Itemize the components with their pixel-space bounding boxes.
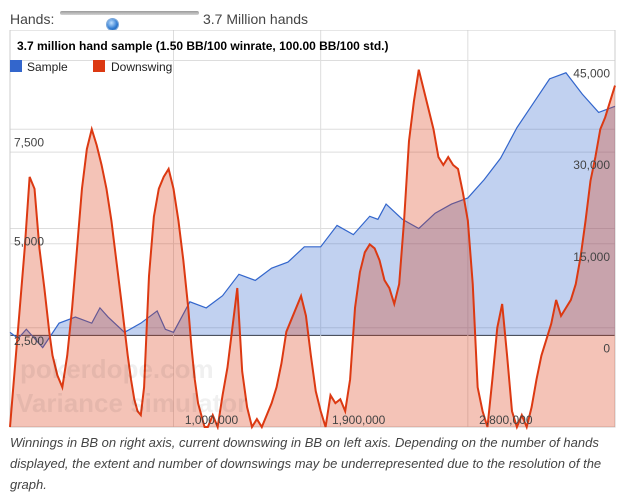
- right-tick-label: 30,000: [573, 158, 610, 172]
- chart-caption: Winnings in BB on right axis, current do…: [10, 435, 602, 492]
- legend-label-sample[interactable]: Sample: [27, 60, 68, 74]
- legend-swatch-sample: [10, 60, 22, 72]
- hands-value-label: 3.7 Million hands: [203, 11, 309, 27]
- hands-control-bar: Hands: 3.7 Million hands: [0, 0, 623, 30]
- plot-frame: [9, 29, 616, 428]
- left-tick-label: 2,500: [14, 334, 44, 348]
- left-tick-label: 7,500: [14, 135, 44, 149]
- variance-chart: pokerdope.com Variance simulator 2,500 5,0…: [0, 29, 623, 431]
- right-tick-label: 15,000: [573, 250, 610, 264]
- hands-label: Hands:: [10, 11, 55, 27]
- watermark-line-1: pokerdope.com: [20, 354, 214, 384]
- legend-swatch-downswing: [93, 60, 105, 72]
- legend-label-downswing[interactable]: Downswing: [111, 60, 172, 74]
- hands-slider[interactable]: [60, 11, 199, 30]
- chart-title: 3.7 million hand sample (1.50 BB/100 win…: [17, 39, 388, 53]
- x-tick-label: 1,900,000: [332, 413, 386, 427]
- right-tick-label: 0: [603, 341, 610, 355]
- sample-line: [9, 72, 616, 349]
- x-tick-label: 1,000,000: [185, 413, 239, 427]
- right-tick-label: 45,000: [573, 67, 610, 81]
- left-tick-label: 5,000: [14, 235, 44, 249]
- downswing-line: [9, 69, 616, 431]
- hands-slider-thumb[interactable]: [107, 19, 119, 30]
- chart-svg: pokerdope.com Variance simulator 2,500 5,0…: [0, 29, 623, 431]
- sample-area: [10, 72, 615, 348]
- downswing-area: [10, 69, 615, 427]
- watermark-line-2: Variance simulator: [16, 388, 247, 418]
- x-tick-label: 2,800,000: [479, 413, 533, 427]
